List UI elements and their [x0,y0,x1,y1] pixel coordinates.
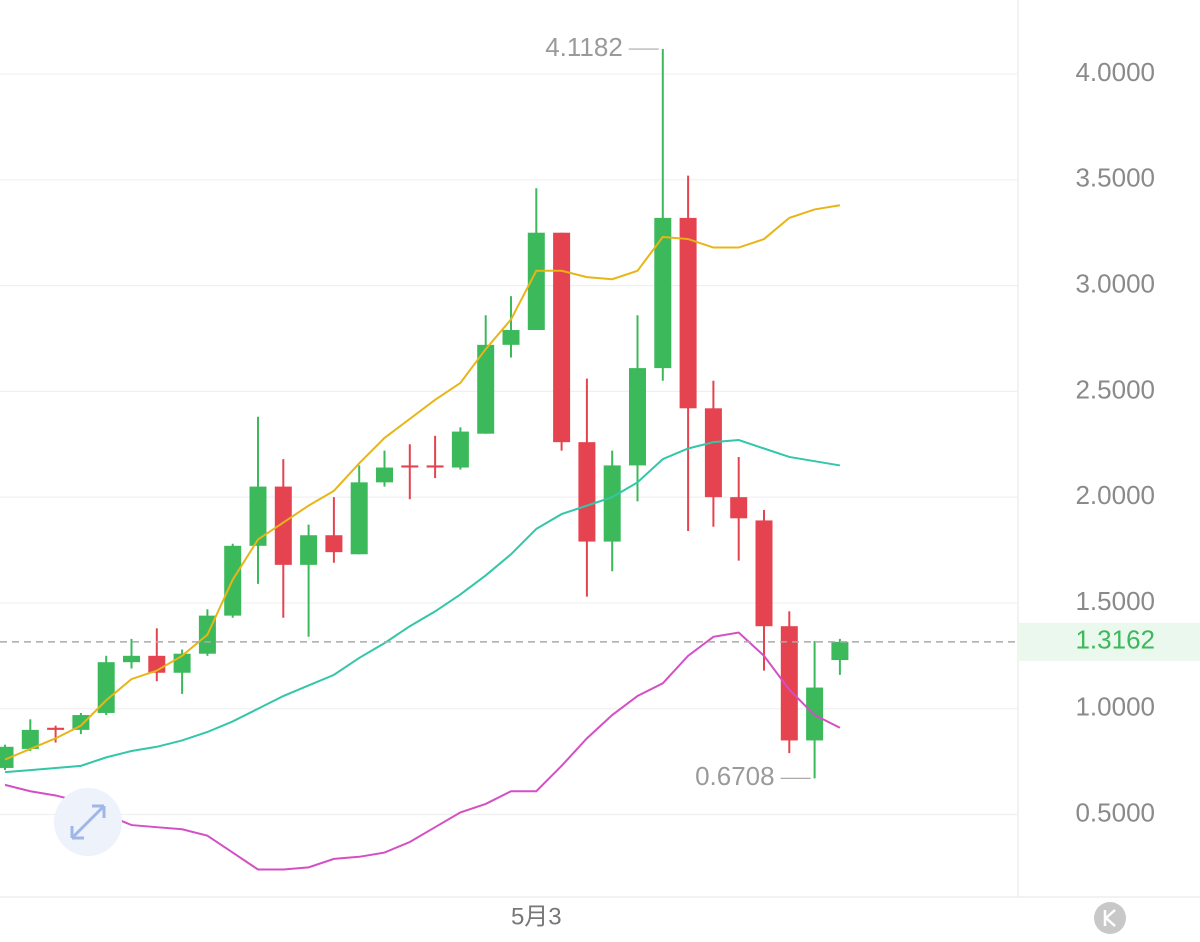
kline-button-bg [1094,902,1126,934]
candle-body [629,368,646,466]
moving-average-line [4,204,841,761]
candle-body [451,431,469,468]
moving-average-line [4,439,841,774]
candle-body [654,217,672,369]
candle-body [376,467,393,483]
moving-average-line [4,631,841,871]
candle-body [477,344,495,434]
candle-body [350,482,368,555]
candle-body [401,465,419,468]
candle-body [704,408,722,498]
candle-body [300,535,318,565]
candle-body [527,232,545,331]
candle-body [47,727,65,730]
kline-button-glyph [1103,909,1116,927]
candle-body [502,330,520,345]
y-tick-label: 2.5000 [1075,374,1155,404]
y-tick-label: 2.0000 [1075,480,1155,510]
candle-body [274,486,292,565]
y-tick-label: 1.5000 [1075,586,1155,616]
y-tick-label: 3.5000 [1075,163,1155,193]
y-tick-label: 3.0000 [1075,268,1155,298]
expand-icon[interactable] [54,788,122,856]
candle-body [831,641,849,661]
candle-body [730,497,748,519]
x-tick-label: 5月3 [511,903,562,930]
candle-body [426,465,444,468]
y-tick-label: 0.5000 [1075,797,1155,827]
candle-body [553,232,571,443]
last-price-label: 1.3162 [1075,625,1155,655]
candle-body [755,520,773,627]
y-tick-label: 4.0000 [1075,57,1155,87]
high-label: 4.1182 [545,32,623,62]
candle-body [578,442,596,542]
candle-body [72,715,90,730]
candle-body [21,729,39,749]
expand-icon-glyph [70,804,106,840]
kline-button[interactable] [1094,902,1126,934]
candle-body [97,662,115,713]
candle-body [603,465,621,542]
candle-body [123,655,140,663]
last-price-box [1018,622,1200,661]
candle-body [325,535,343,553]
low-label: 0.6708 [695,761,775,791]
candle-body [0,746,14,768]
candle-body [679,217,697,409]
candle-body [780,626,798,741]
candle-body [249,486,267,546]
y-tick-label: 1.0000 [1075,692,1155,722]
